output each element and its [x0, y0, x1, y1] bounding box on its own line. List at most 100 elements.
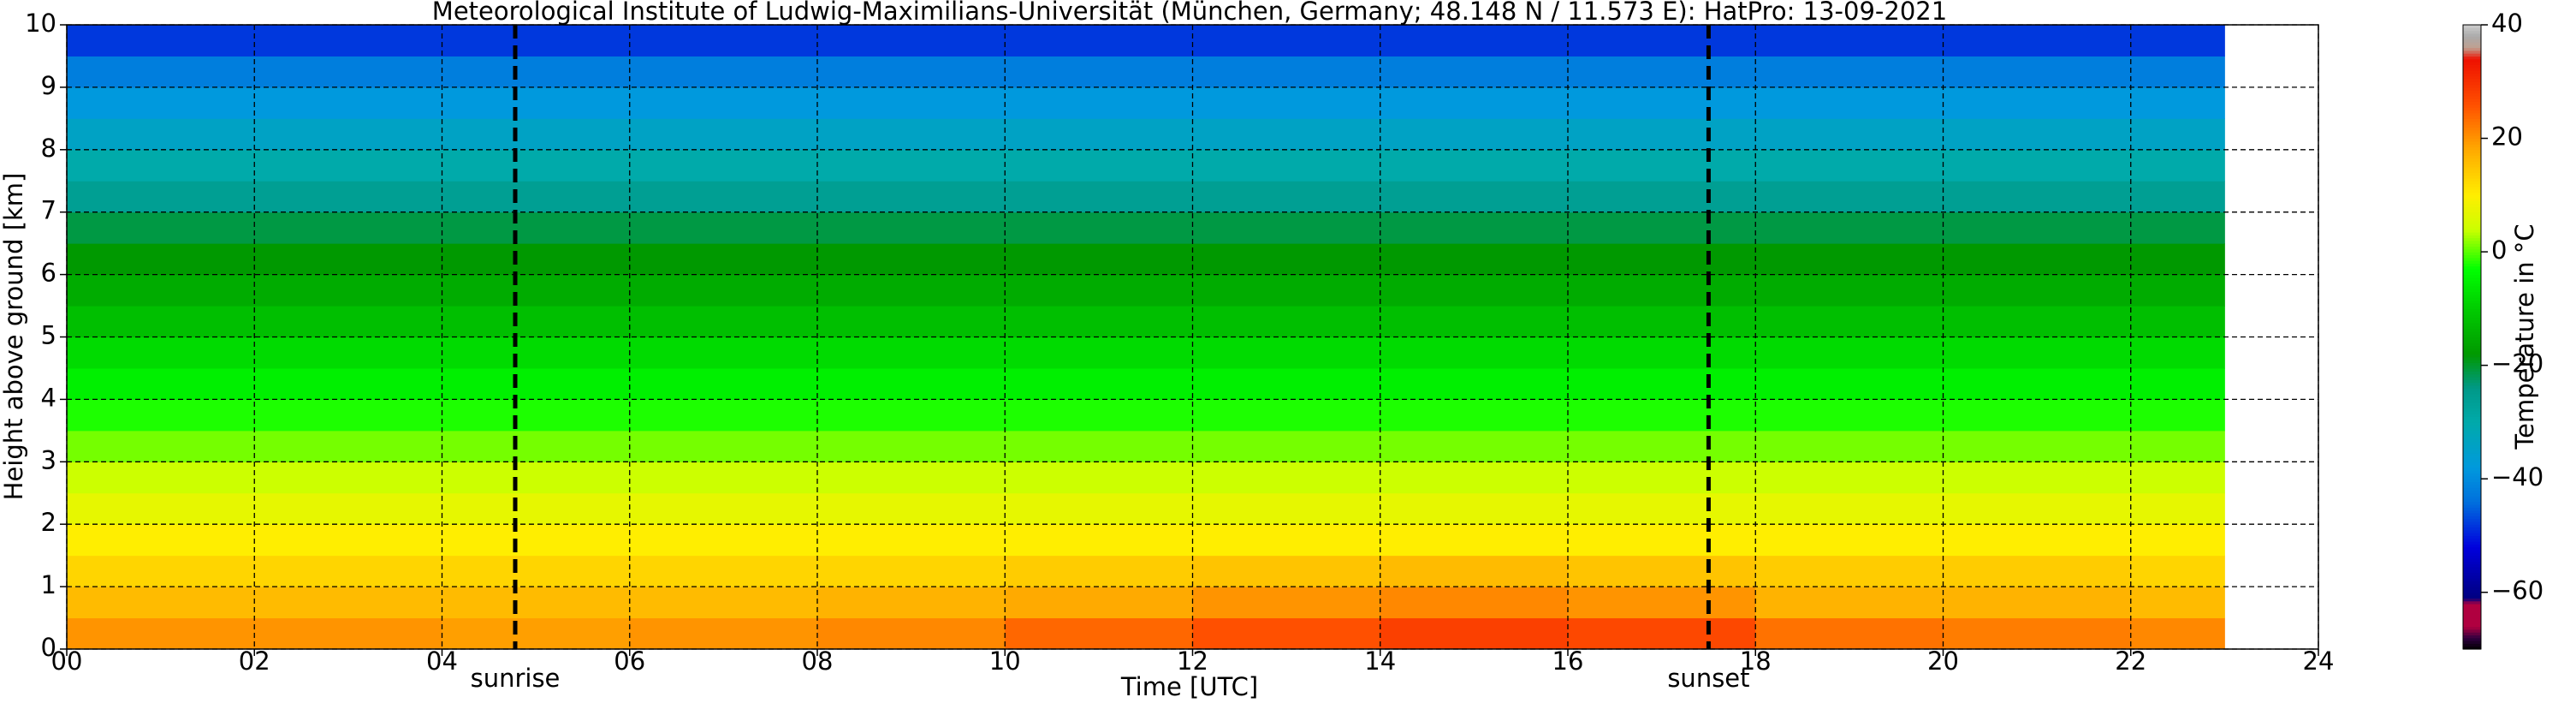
x-tick-label: 12 [1177, 646, 1208, 676]
x-tick-label: 24 [2303, 646, 2335, 676]
heatmap-cell [442, 274, 631, 307]
colorbar-tick-label: 0 [2491, 235, 2507, 265]
colorbar-segment [2463, 632, 2481, 636]
heatmap-cell [442, 243, 631, 276]
colorbar-segment [2463, 365, 2481, 369]
heatmap-cell [1380, 367, 1569, 400]
heatmap-cell [1755, 149, 1944, 182]
colorbar-segment [2463, 362, 2481, 366]
heatmap-cell [629, 462, 818, 494]
colorbar-segment [2463, 583, 2481, 587]
heatmap-cell [1005, 430, 1193, 462]
heatmap-cell [1943, 149, 2132, 182]
colorbar-label: Temperature in °C [2510, 223, 2539, 450]
colorbar-segment [2463, 291, 2481, 295]
heatmap-cell [629, 587, 818, 619]
colorbar-segment [2463, 416, 2481, 420]
heatmap-cell [1568, 337, 1756, 369]
colorbar-segment [2463, 206, 2481, 210]
heatmap-cell [1005, 367, 1193, 400]
colorbar-segment [2463, 223, 2481, 227]
colorbar-segment [2463, 144, 2481, 148]
y-axis-label: Height above ground [km] [0, 173, 28, 501]
heatmap-cell [442, 212, 631, 244]
heatmap-cell [629, 25, 818, 57]
colorbar-segment [2463, 308, 2481, 313]
heatmap-cell [1943, 306, 2132, 337]
heatmap-cell [629, 337, 818, 369]
heatmap-cell [254, 25, 442, 57]
heatmap-cell [254, 181, 442, 213]
colorbar-segment [2463, 104, 2481, 108]
colorbar-segment [2463, 215, 2481, 218]
colorbar-segment [2463, 25, 2481, 28]
heatmap-cell [1005, 25, 1193, 57]
colorbar-segment [2463, 402, 2481, 406]
heatmap-cell [1943, 524, 2132, 557]
heatmap-cell [1943, 555, 2132, 587]
y-tick-label: 3 [41, 445, 56, 474]
colorbar-segment [2463, 81, 2481, 86]
colorbar-segment [2463, 623, 2481, 628]
heatmap-cell [442, 587, 631, 619]
heatmap-cell [67, 524, 255, 557]
colorbar-segment [2463, 456, 2481, 460]
colorbar-segment [2463, 643, 2481, 647]
heatmap-cell [1005, 555, 1193, 587]
colorbar-tick-label: −60 [2491, 576, 2543, 605]
heatmap-cell [1380, 243, 1569, 276]
colorbar-segment [2463, 487, 2481, 492]
colorbar-segment [2463, 343, 2481, 347]
heatmap-cell [1005, 86, 1193, 119]
colorbar-segment [2463, 161, 2481, 164]
colorbar-segment [2463, 626, 2481, 630]
heatmap-cell [629, 149, 818, 182]
heatmap-cell [254, 212, 442, 244]
heatmap-cell [1380, 86, 1569, 119]
heatmap-cell [1568, 118, 1756, 151]
colorbar-segment [2463, 356, 2481, 360]
heatmap-cell [1005, 492, 1193, 525]
colorbar-segment [2463, 192, 2481, 196]
heatmap-cell [2130, 118, 2225, 151]
colorbar-segment [2463, 552, 2481, 557]
heatmap-cell [629, 492, 818, 525]
heatmap-cell [1943, 118, 2132, 151]
heatmap-cell [67, 617, 255, 650]
heatmap-cell [1943, 274, 2132, 307]
heatmap-cell [1943, 56, 2132, 88]
heatmap-cell [254, 56, 442, 88]
colorbar-segment [2463, 257, 2481, 261]
heatmap-cell [254, 555, 442, 587]
plot-frame [66, 24, 2319, 650]
colorbar-segment [2463, 260, 2481, 264]
heatmap-cell [1192, 149, 1381, 182]
colorbar-segment [2463, 101, 2481, 105]
colorbar-segment [2463, 140, 2481, 145]
heatmap-cell [67, 337, 255, 369]
colorbar-segment [2463, 300, 2481, 304]
x-tick-label: 08 [802, 646, 834, 676]
heatmap-cell [1755, 306, 1944, 337]
colorbar-segment [2463, 152, 2481, 157]
heatmap-cell [1568, 212, 1756, 244]
x-tick-label: 18 [1740, 646, 1772, 676]
heatmap-cell [67, 555, 255, 587]
heatmap-cell [254, 118, 442, 151]
heatmap-cell [67, 492, 255, 525]
heatmap-cell [1568, 367, 1756, 400]
heatmap-cell [442, 118, 631, 151]
colorbar-segment [2463, 399, 2481, 403]
heatmap-cell [817, 492, 1006, 525]
heatmap-cell [629, 118, 818, 151]
colorbar-segment [2463, 376, 2481, 380]
heatmap-cell [1568, 181, 1756, 213]
heatmap-cell [1943, 25, 2132, 57]
heatmap-cell [254, 306, 442, 337]
colorbar-segment [2463, 529, 2481, 533]
colorbar-segment [2463, 294, 2481, 298]
colorbar-segment [2463, 450, 2481, 454]
y-tick-label: 0 [41, 633, 56, 662]
heatmap-cell [817, 587, 1006, 619]
heatmap-cell [2130, 306, 2225, 337]
